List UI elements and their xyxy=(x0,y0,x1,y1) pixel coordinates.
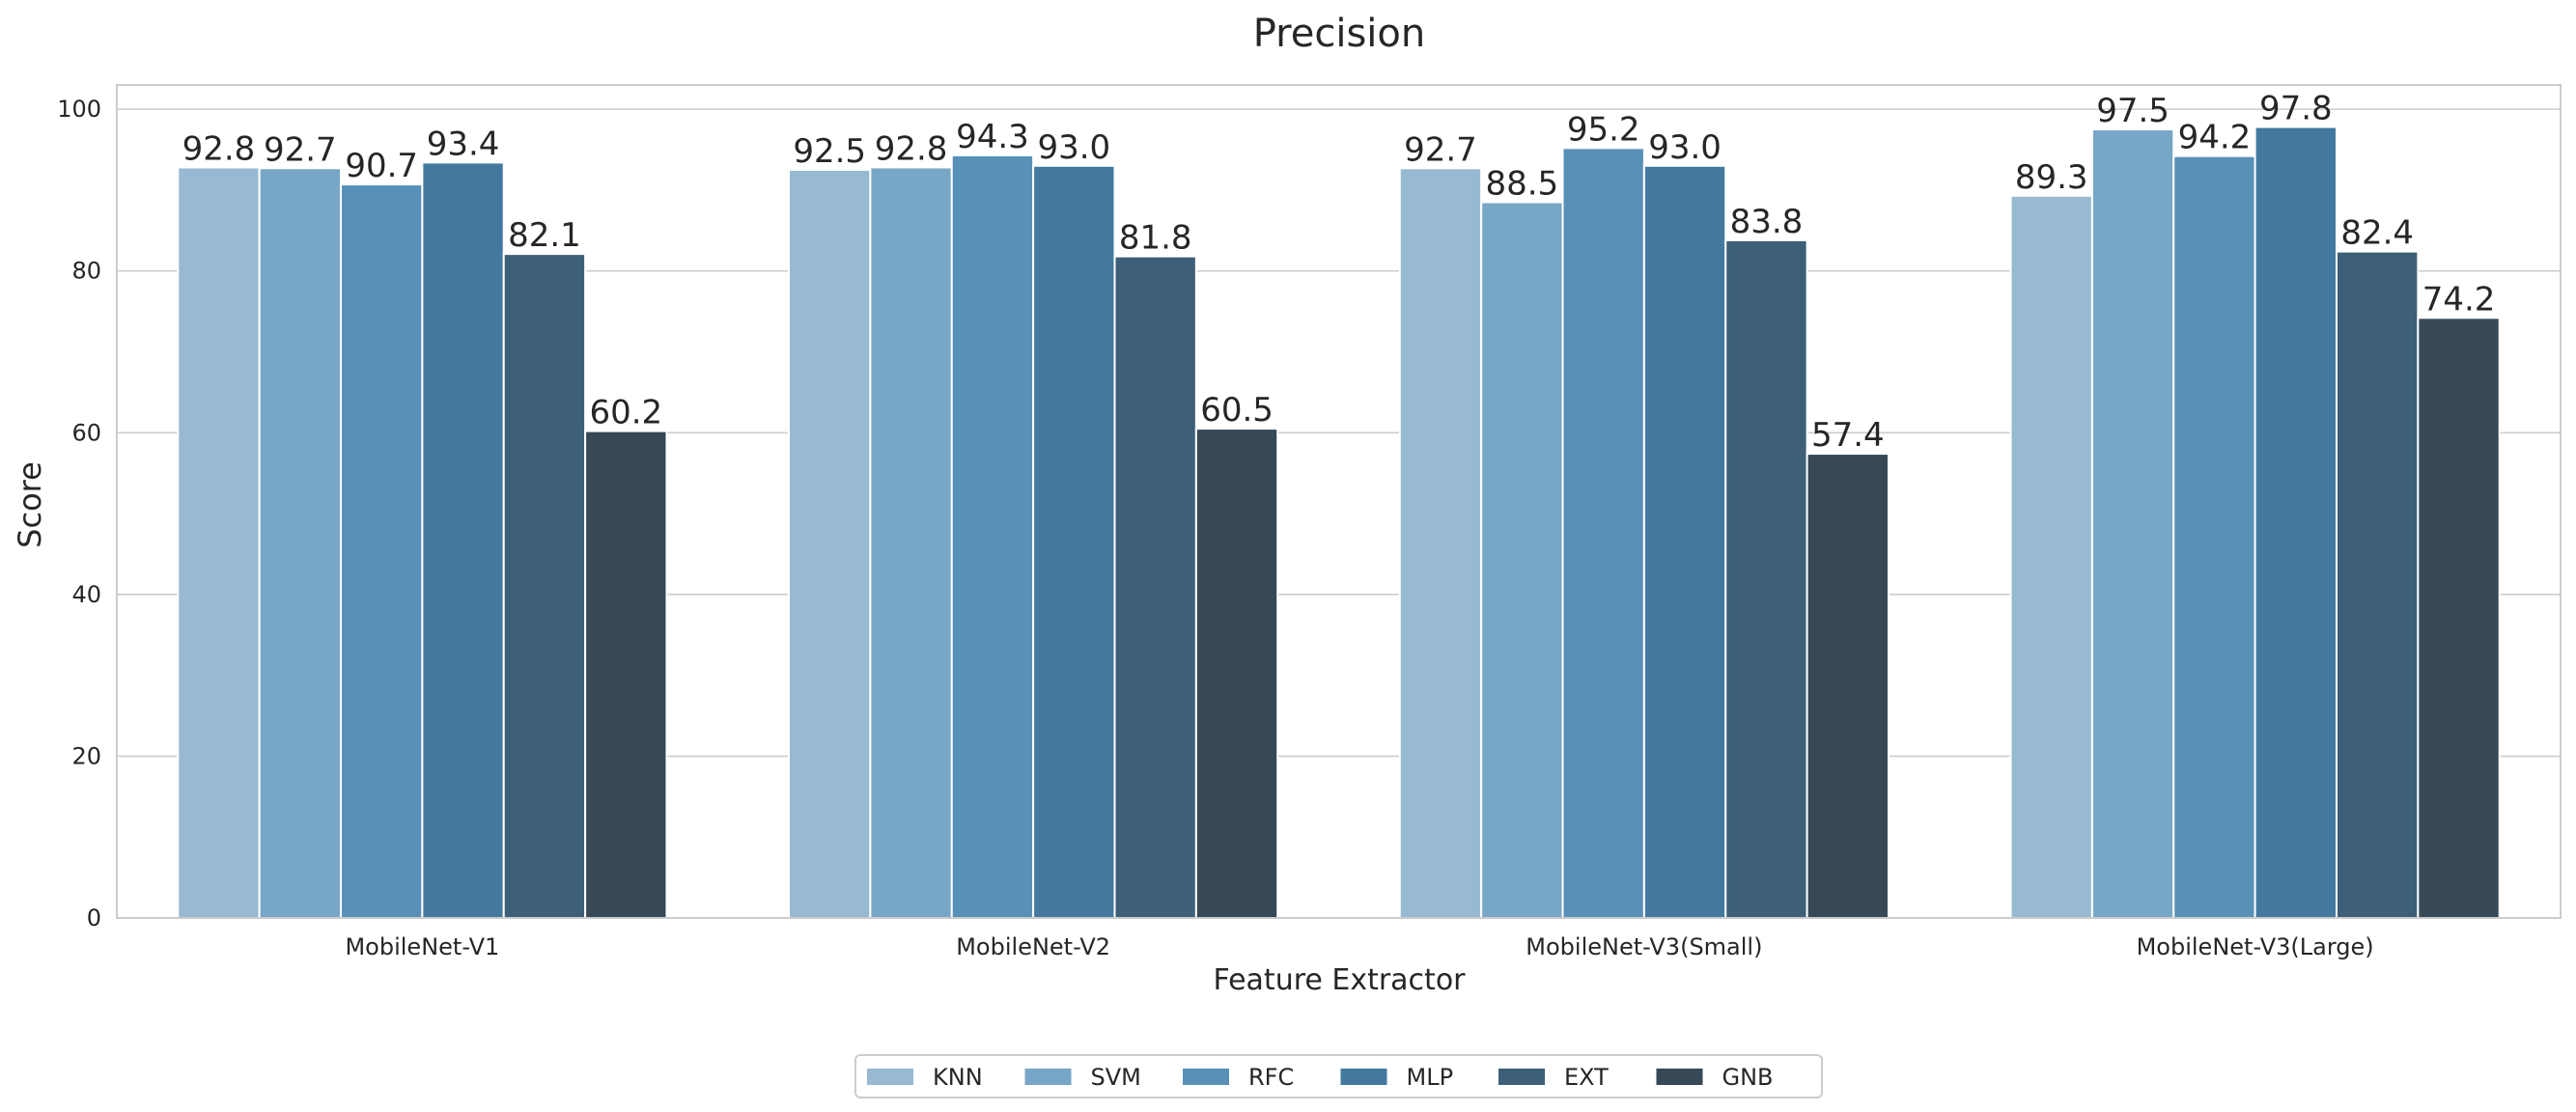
bar-value-label: 82.1 xyxy=(508,216,581,255)
bar-value-label: 92.7 xyxy=(1404,130,1477,169)
bar-ext xyxy=(502,253,587,919)
legend-swatch-knn xyxy=(867,1069,913,1085)
bar-knn xyxy=(788,168,872,920)
bar-mlp xyxy=(1642,164,1727,919)
bar-gnb xyxy=(1806,453,1890,919)
legend-swatch-mlp xyxy=(1340,1069,1387,1085)
bar-value-label: 97.5 xyxy=(2096,92,2170,130)
bar-value-label: 94.2 xyxy=(2178,119,2252,157)
legend-swatch-gnb xyxy=(1656,1069,1703,1085)
y-tick-label: 60 xyxy=(71,419,101,446)
bar-mlp xyxy=(2254,125,2338,920)
chart-title: Precision xyxy=(1253,12,1425,56)
bar-svm xyxy=(869,166,953,919)
bar-gnb xyxy=(2417,317,2501,919)
y-tick-label: 80 xyxy=(71,258,101,285)
bar-ext xyxy=(1113,255,1197,919)
legend-box xyxy=(854,1054,1823,1098)
bar-value-label: 97.8 xyxy=(2259,90,2333,128)
bar-value-label: 90.7 xyxy=(345,147,418,185)
bar-mlp xyxy=(421,161,505,920)
bar-svm xyxy=(2090,128,2175,919)
x-axis-label: Feature Extractor xyxy=(1213,963,1466,997)
bar-value-label: 60.2 xyxy=(589,394,662,432)
bar-rfc xyxy=(1561,147,1645,919)
bar-value-label: 95.2 xyxy=(1567,110,1640,149)
bar-value-label: 82.4 xyxy=(2340,214,2414,253)
bar-value-label: 74.2 xyxy=(2422,280,2496,319)
x-tick-label: MobileNet-V3(Small) xyxy=(1526,933,1762,960)
y-tick-label: 20 xyxy=(71,742,101,769)
bar-value-label: 92.5 xyxy=(793,132,866,171)
plot-frame xyxy=(116,84,2562,919)
legend-swatch-svm xyxy=(1024,1069,1072,1085)
bar-mlp xyxy=(1032,164,1116,919)
y-tick-label: 40 xyxy=(71,581,101,608)
y-axis-label: Score xyxy=(12,461,48,548)
bar-value-label: 93.4 xyxy=(427,125,500,163)
legend-label-rfc: RFC xyxy=(1248,1064,1294,1091)
bar-knn xyxy=(1398,167,1483,920)
legend-swatch-rfc xyxy=(1183,1069,1229,1085)
x-tick-label: MobileNet-V1 xyxy=(345,933,499,960)
bar-value-label: 93.0 xyxy=(1037,128,1110,167)
y-tick-label: 100 xyxy=(57,96,101,123)
legend: KNN SVM RFC MLP EXT GNB xyxy=(854,1054,1823,1098)
bar-value-label: 93.0 xyxy=(1648,128,1722,167)
bar-gnb xyxy=(584,430,668,919)
bar-svm xyxy=(1480,201,1564,919)
bar-ext xyxy=(2335,250,2420,920)
bar-value-label: 57.4 xyxy=(1811,416,1885,455)
bar-value-label: 94.3 xyxy=(956,118,1029,156)
bar-svm xyxy=(258,167,343,920)
legend-label-svm: SVM xyxy=(1091,1064,1141,1091)
legend-label-gnb: GNB xyxy=(1722,1064,1774,1091)
bar-value-label: 89.3 xyxy=(2015,158,2088,197)
bar-value-label: 83.8 xyxy=(1730,203,1804,241)
bar-value-label: 92.7 xyxy=(264,130,337,169)
bar-rfc xyxy=(2172,154,2256,919)
bar-ext xyxy=(1724,238,1808,920)
bar-rfc xyxy=(340,183,424,919)
legend-label-mlp: MLP xyxy=(1407,1064,1454,1091)
legend-swatch-ext xyxy=(1498,1069,1545,1085)
x-tick-label: MobileNet-V3(Large) xyxy=(2137,933,2374,960)
bar-knn xyxy=(177,166,261,919)
bar-value-label: 81.8 xyxy=(1119,219,1192,258)
bar-rfc xyxy=(950,153,1035,920)
bar-value-label: 92.8 xyxy=(182,129,256,168)
bar-value-label: 88.5 xyxy=(1485,164,1558,203)
bar-value-label: 60.5 xyxy=(1200,391,1274,430)
x-tick-label: MobileNet-V2 xyxy=(956,933,1110,960)
bar-knn xyxy=(2009,194,2093,920)
bar-value-label: 92.8 xyxy=(875,129,948,168)
legend-label-knn: KNN xyxy=(933,1064,983,1091)
legend-label-ext: EXT xyxy=(1564,1064,1609,1091)
bar-gnb xyxy=(1194,428,1279,919)
y-tick-label: 0 xyxy=(87,904,101,931)
